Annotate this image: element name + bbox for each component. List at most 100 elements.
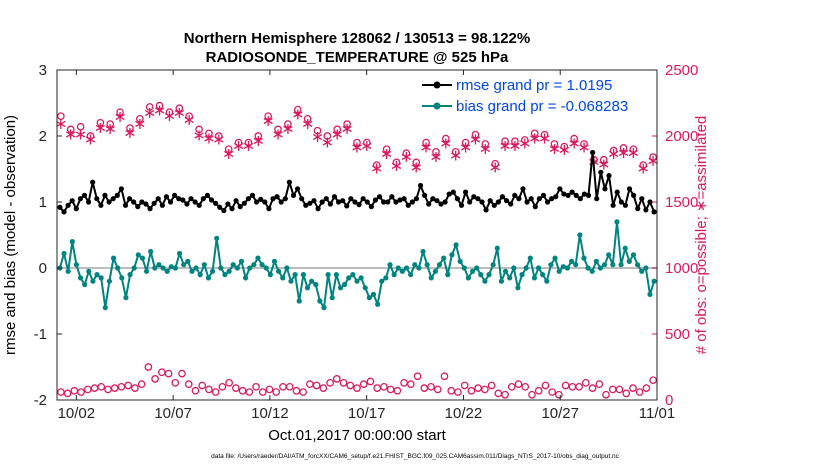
obs-assimilated-point: ∗ bbox=[410, 157, 423, 176]
rmse-point bbox=[348, 196, 354, 202]
obs-assimilated-point: ∗ bbox=[439, 134, 452, 153]
y-tick-label-left: 0 bbox=[39, 260, 47, 277]
obs-assimilated-point: ∗ bbox=[548, 139, 561, 158]
rmse-point bbox=[290, 192, 297, 198]
obs-possible-point bbox=[372, 161, 381, 169]
rmse-point bbox=[635, 206, 641, 212]
rmse-point bbox=[598, 169, 604, 175]
bias-point bbox=[469, 268, 476, 274]
chart-subtitle: RADIOSONDE_TEMPERATURE @ 525 hPa bbox=[206, 49, 509, 66]
bias-point bbox=[168, 264, 174, 270]
obs-possible-point bbox=[412, 158, 421, 167]
bias-point bbox=[474, 265, 480, 271]
bias-point bbox=[222, 272, 228, 278]
bias-point bbox=[143, 268, 150, 274]
rmse-point bbox=[299, 196, 305, 202]
rmse-point bbox=[163, 194, 170, 200]
rmse-point bbox=[364, 199, 370, 205]
obs-possible-point bbox=[560, 142, 569, 151]
rmse-point bbox=[118, 186, 124, 192]
rmse-point bbox=[557, 186, 563, 192]
obs-assimilated-point: ∗ bbox=[271, 124, 284, 143]
bias-point bbox=[527, 255, 533, 261]
obs-assimilated-point: ∗ bbox=[390, 156, 403, 175]
bias-point bbox=[313, 281, 319, 288]
rmse-point bbox=[508, 201, 514, 207]
legend-rmse-label: rmse grand pr = 1.0195 bbox=[456, 77, 612, 94]
bias-point bbox=[288, 278, 294, 284]
rmse-point bbox=[356, 202, 362, 208]
obs-assimilated-point: ∗ bbox=[331, 124, 344, 143]
obs-assimilated-point: ∗ bbox=[281, 119, 294, 138]
rmse-point bbox=[167, 199, 174, 205]
rmse-point bbox=[487, 198, 493, 204]
legend: rmse grand pr = 1.0195 bias grand pr = -… bbox=[422, 77, 628, 115]
rmse-point bbox=[61, 209, 67, 215]
bias-point bbox=[325, 272, 331, 278]
obs-assimilated-point: ∗ bbox=[321, 132, 334, 151]
bias-point bbox=[197, 272, 203, 278]
rmse-point bbox=[303, 202, 309, 208]
obs-possible-point bbox=[402, 149, 411, 158]
bias-point bbox=[643, 265, 649, 271]
bias-point bbox=[214, 235, 220, 241]
rmse-point bbox=[565, 192, 571, 198]
rmse-point bbox=[590, 149, 596, 156]
obs-possible-point bbox=[145, 103, 154, 111]
bias-point bbox=[362, 285, 368, 291]
bias-point bbox=[375, 301, 381, 307]
bias-point bbox=[593, 258, 599, 264]
obs-possible-point bbox=[382, 145, 391, 154]
bias-point bbox=[416, 265, 422, 271]
obs-possible-point bbox=[530, 129, 539, 138]
obs-possible-point bbox=[602, 390, 610, 399]
obs-possible-point bbox=[135, 114, 144, 123]
rmse-point bbox=[524, 199, 530, 205]
rmse-point bbox=[94, 196, 100, 202]
x-tick-label: 11/01 bbox=[639, 405, 675, 422]
obs-assimilated-point: ∗ bbox=[64, 124, 77, 143]
obs-possible-point bbox=[151, 375, 159, 383]
bias-point bbox=[73, 262, 80, 268]
bias-point bbox=[581, 255, 587, 261]
bias-point bbox=[275, 268, 282, 274]
rmse-point bbox=[413, 196, 420, 202]
rmse-point bbox=[57, 204, 63, 210]
rmse-point bbox=[106, 199, 112, 205]
bias-point bbox=[424, 262, 430, 268]
chart-title: Northern Hemisphere 128062 / 130513 = 98… bbox=[184, 30, 530, 47]
obs-possible-point bbox=[165, 108, 174, 117]
legend-bias-marker bbox=[433, 102, 441, 110]
rmse-point bbox=[544, 199, 551, 205]
rmse-point bbox=[135, 204, 141, 210]
obs-assimilated-point: ∗ bbox=[538, 128, 551, 147]
rmse-point bbox=[458, 202, 465, 208]
rmse-point bbox=[85, 199, 92, 205]
obs-possible-point bbox=[155, 101, 164, 110]
obs-possible-point bbox=[580, 140, 588, 148]
obs-possible-point bbox=[346, 381, 355, 390]
bias-point bbox=[160, 265, 166, 271]
obs-assimilated-point: ∗ bbox=[577, 138, 590, 157]
obs-assimilated-point: ∗ bbox=[469, 130, 482, 149]
obs-possible-point bbox=[284, 120, 292, 128]
x-tick-label: 10/17 bbox=[348, 405, 386, 422]
obs-assimilated-point: ∗ bbox=[488, 157, 501, 176]
obs-possible-point bbox=[137, 380, 146, 389]
rmse-point bbox=[208, 197, 215, 203]
rmse-point bbox=[532, 204, 538, 210]
bias-point bbox=[152, 265, 158, 271]
bias-point bbox=[465, 275, 472, 281]
obs-possible-point bbox=[555, 390, 563, 399]
obs-possible-point bbox=[274, 125, 282, 134]
bias-point bbox=[412, 262, 418, 268]
obs-possible-point bbox=[514, 380, 523, 389]
bias-point bbox=[300, 272, 306, 278]
rmse-point bbox=[221, 207, 227, 214]
bias-point bbox=[515, 285, 521, 291]
y-tick-label-left: 2 bbox=[39, 128, 47, 145]
bias-point bbox=[201, 262, 207, 268]
rmse-point bbox=[602, 186, 608, 192]
obs-possible-point bbox=[97, 382, 106, 391]
rmse-point bbox=[631, 192, 637, 198]
